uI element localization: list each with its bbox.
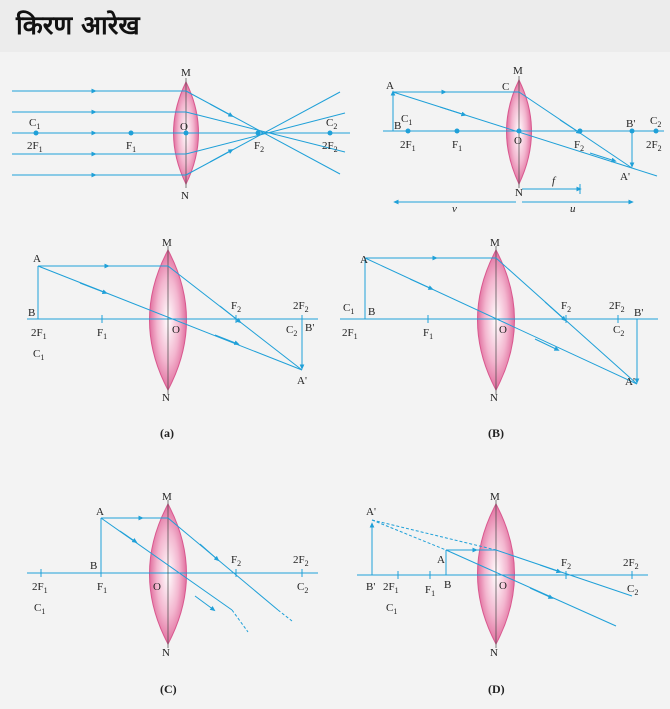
label-A: A [437, 554, 445, 566]
labels-d: A' A B B' 2F1 C1 F1 M O N F2 2F2 C2 (D) [366, 491, 639, 696]
labels-c: A B M O N 2F1 C1 F1 F2 2F2 C2 (C) [32, 491, 309, 696]
label-Ap: A' [620, 171, 630, 183]
diagram-b [340, 246, 658, 394]
diagram-top-left [12, 78, 350, 188]
label-B: B [368, 306, 375, 318]
page-title: किरण आरेख [16, 11, 140, 41]
label-2F1: 2F1 [383, 581, 399, 595]
diagram-top-right [383, 76, 664, 205]
label-C1: C1 [386, 602, 397, 616]
label-2F1: 2F1 [32, 581, 48, 595]
label-Ap: A' [625, 376, 635, 388]
label-F1: F1 [425, 584, 435, 598]
label-Bp: B' [366, 581, 375, 593]
label-F1: F1 [97, 581, 107, 595]
label-B: B [444, 579, 451, 591]
labels-top-right: A B C1 2F1 F1 M C O N F2 B' C2 2F2 A' f … [386, 65, 662, 215]
label-B: B [28, 307, 35, 319]
label-F1: F1 [97, 327, 107, 341]
label-O: O [499, 580, 507, 592]
label-Bp: B' [634, 307, 643, 319]
label-Bp: B' [305, 322, 314, 334]
label-B: B [394, 120, 401, 132]
label-C1: C1 [343, 302, 354, 316]
label-N: N [162, 392, 170, 404]
label-O: O [499, 324, 507, 336]
diagram-panel [0, 52, 670, 709]
diagram-d [357, 500, 648, 648]
label-C2: C2 [613, 324, 624, 338]
label-C: C [502, 81, 509, 93]
diagram-c [27, 500, 318, 648]
label-2F1: 2F1 [27, 140, 43, 154]
label-M: M [513, 65, 523, 77]
label-N: N [515, 187, 523, 199]
label-F1: F1 [126, 140, 136, 154]
label-F2: F2 [561, 557, 571, 571]
labels-top-left: M N O C1 2F1 F1 F2 C2 2F2 [27, 67, 338, 202]
label-C1: C1 [29, 117, 40, 131]
label-2F2: 2F2 [293, 300, 309, 314]
label-M: M [162, 237, 172, 249]
label-O: O [153, 581, 161, 593]
label-Ap: A' [366, 506, 376, 518]
label-M: M [181, 67, 191, 79]
caption-b: (B) [488, 426, 504, 440]
label-2F1: 2F1 [400, 139, 416, 153]
label-F1: F1 [423, 327, 433, 341]
label-F2: F2 [254, 140, 264, 154]
label-C2: C2 [326, 117, 337, 131]
label-C2: C2 [650, 115, 661, 129]
label-A: A [386, 80, 394, 92]
label-C1: C1 [33, 348, 44, 362]
label-B: B [90, 560, 97, 572]
page-header: किरण आरेख [0, 0, 670, 52]
label-Ap: A' [297, 375, 307, 387]
label-M: M [490, 491, 500, 503]
caption-c: (C) [160, 682, 177, 696]
label-M: M [490, 237, 500, 249]
label-v: v [452, 203, 457, 215]
label-Bp: B' [626, 118, 635, 130]
caption-a: (a) [160, 426, 174, 440]
label-C2: C2 [627, 583, 638, 597]
label-2F1: 2F1 [342, 327, 358, 341]
dots-top-left [33, 130, 333, 136]
label-O: O [172, 324, 180, 336]
label-2F2: 2F2 [609, 300, 625, 314]
label-N: N [181, 190, 189, 202]
label-F1: F1 [452, 139, 462, 153]
label-O: O [180, 121, 188, 133]
label-2F2: 2F2 [322, 140, 338, 154]
label-O: O [514, 135, 522, 147]
label-2F2: 2F2 [293, 554, 309, 568]
label-N: N [162, 647, 170, 659]
label-2F2: 2F2 [623, 557, 639, 571]
label-A: A [360, 254, 368, 266]
labels-a: A B M O N 2F1 C1 F1 F2 2F2 C2 B' A' (a) [28, 237, 314, 440]
label-F2: F2 [231, 300, 241, 314]
label-A: A [33, 253, 41, 265]
label-F2: F2 [231, 554, 241, 568]
label-2F2: 2F2 [646, 139, 662, 153]
label-N: N [490, 647, 498, 659]
dots-top-right [405, 128, 659, 134]
label-C1: C1 [34, 602, 45, 616]
label-u: u [570, 203, 576, 215]
labels-b: A C1 B 2F1 F1 M O N F2 2F2 B' C2 A' (B) [342, 237, 643, 440]
label-F2: F2 [574, 139, 584, 153]
label-f: f [552, 175, 557, 187]
label-A: A [96, 506, 104, 518]
caption-d: (D) [488, 682, 505, 696]
label-C2: C2 [286, 324, 297, 338]
label-F2: F2 [561, 300, 571, 314]
label-M: M [162, 491, 172, 503]
label-N: N [490, 392, 498, 404]
label-2F1: 2F1 [31, 327, 47, 341]
label-C2: C2 [297, 581, 308, 595]
diagram-a [27, 246, 318, 394]
label-C1: C1 [401, 113, 412, 127]
